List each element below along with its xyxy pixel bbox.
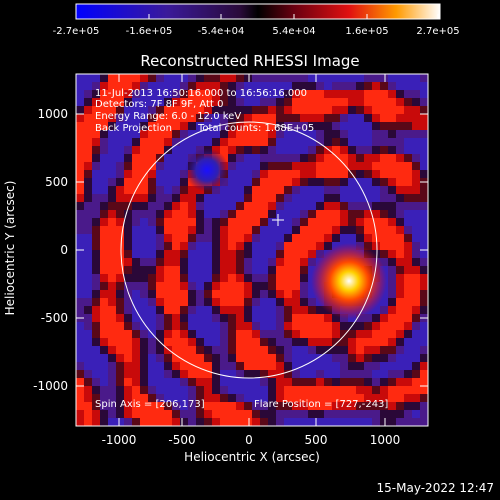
colorbar-ticks: [75, 14, 439, 19]
y-axis-label: Heliocentric Y (arcsec): [3, 180, 17, 316]
x-tick-label: -500: [168, 433, 196, 447]
detectors-text: Detectors: 7F 8F 9F, Att 0: [95, 99, 224, 110]
total-counts-text: Total counts: 1.68E+05: [198, 123, 315, 134]
method-text: Back Projection: [95, 123, 172, 134]
colorbar: [75, 3, 441, 20]
footer-date: 15-May-2022 12:47: [376, 481, 494, 495]
energy-range-text: Energy Range: 6.0 - 12.0 keV: [95, 111, 242, 122]
flare-source-glow: [311, 243, 387, 319]
spin-axis-text: Spin Axis = [206,173]: [95, 399, 205, 410]
y-tick-label: -500: [40, 311, 68, 325]
colorbar-tick-label: -1.6e+05: [125, 26, 173, 37]
spin-axis-marker: [272, 214, 284, 226]
x-tick-label: 0: [245, 433, 253, 447]
time-range-text: 11-Jul-2013 16:50:16.000 to 16:56:16.000: [95, 88, 307, 99]
y-tick-label: -1000: [33, 379, 68, 393]
flare-position-text: Flare Position = [727,-243]: [254, 399, 389, 410]
image-area: [76, 74, 428, 426]
colorbar-tick-label: 1.6e+05: [345, 26, 389, 37]
y-tick-label: 0: [60, 243, 68, 257]
y-tick-label: 1000: [37, 107, 68, 121]
y-tick-label: 500: [45, 175, 68, 189]
colorbar-tick-label: 2.7e+05: [416, 26, 460, 37]
dark-source: [185, 148, 229, 192]
x-tick-label: -1000: [101, 433, 137, 447]
x-tick-label: 1000: [369, 433, 401, 447]
axis-ticks: [76, 74, 428, 426]
x-tick-label: 500: [304, 433, 328, 447]
x-axis-label: Heliocentric X (arcsec): [184, 450, 320, 464]
plot-title: Reconstructed RHESSI Image: [140, 52, 360, 70]
colorbar-tick-label: 5.4e+04: [272, 26, 316, 37]
solar-limb: [120, 121, 378, 379]
colorbar-tick-label: -2.7e+05: [52, 26, 100, 37]
colorbar-tick-label: -5.4e+04: [197, 26, 245, 37]
